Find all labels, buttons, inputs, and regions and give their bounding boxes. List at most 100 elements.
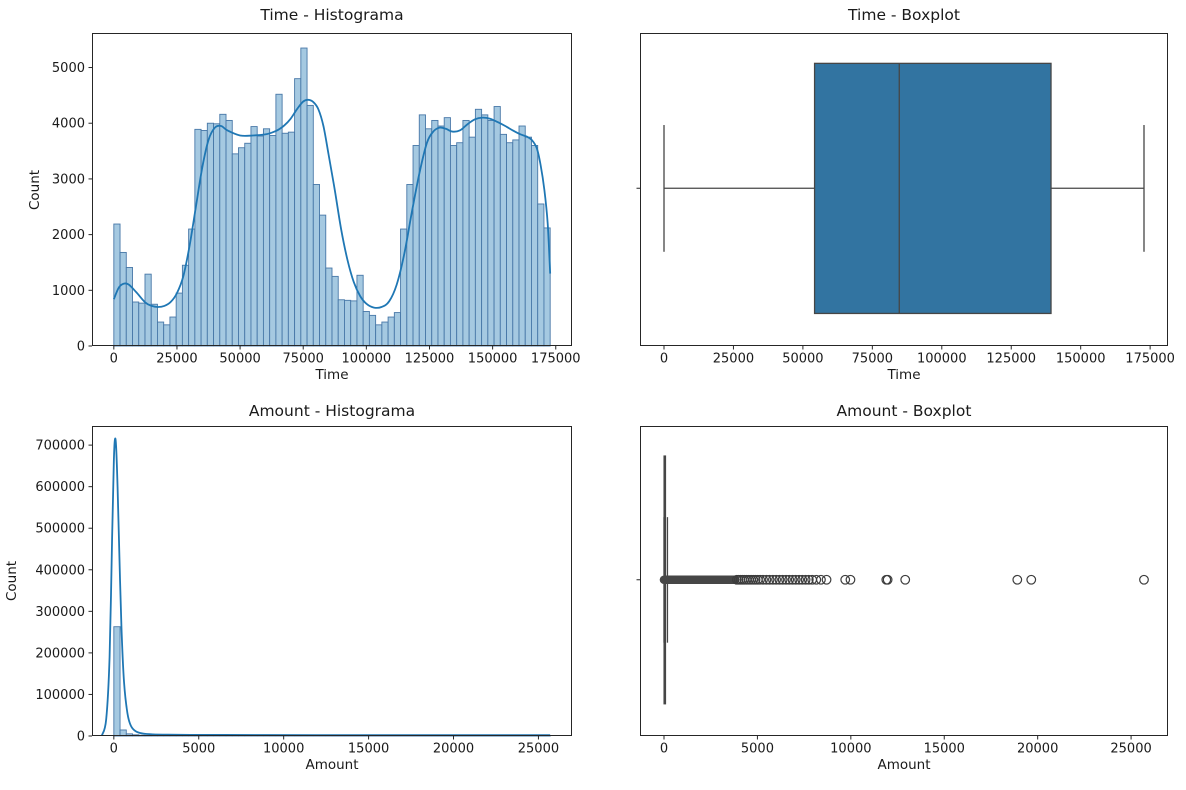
outlier-point (840, 574, 851, 585)
outlier-point (764, 574, 775, 585)
histogram-bar (350, 300, 358, 347)
amount-boxplot-svg: 0 5000 10000 15000 20000 25000 (636, 426, 1168, 757)
histogram-bar (306, 104, 314, 347)
histogram-bar (456, 142, 464, 347)
histogram-bar (250, 126, 258, 347)
subplot-time-histogram: Time - Histograma Count Time 0 25000 50000… (27, 6, 581, 383)
histogram-bar (244, 142, 252, 347)
outlier-point (755, 574, 765, 585)
y-tick-label: 300000 (35, 605, 85, 620)
x-tick-label: 25000 (713, 352, 754, 367)
axes-spines (640, 426, 1168, 736)
x-axis-label: Amount (305, 757, 359, 773)
outlier-point (845, 574, 856, 585)
kde-curve (101, 437, 551, 737)
histogram-bar (194, 128, 202, 347)
histogram-bar (356, 274, 364, 347)
histogram-bar (337, 299, 345, 347)
y-tick-label: 2000 (52, 228, 85, 243)
histogram-bar (462, 119, 470, 347)
histogram-bar (368, 314, 377, 347)
y-tick-label: 500000 (35, 522, 85, 537)
chart-title: Time - Histograma (260, 6, 404, 24)
y-tick-label: 3000 (52, 172, 85, 187)
histogram-bar (269, 135, 277, 347)
chart-title: Amount - Histograma (248, 402, 416, 420)
histogram-bar (387, 316, 395, 347)
chart-title: Amount - Boxplot (836, 402, 972, 420)
y-tick-label: 5000 (52, 61, 85, 76)
amount-histogram-plot-area: 0 5000 10000 15000 20000 25000 0 100000 200000 30… (35, 426, 572, 757)
x-tick-label: 20000 (433, 742, 474, 757)
x-axis-label: Amount (877, 757, 931, 773)
histogram-bar (425, 128, 433, 347)
y-tick-label: 200000 (35, 646, 85, 661)
axes-spines (92, 33, 572, 346)
y-tick-label: 600000 (35, 480, 85, 495)
histogram-bar (512, 139, 520, 347)
histogram-bar (468, 136, 476, 347)
outlier-point (900, 574, 911, 585)
histogram-bar (506, 142, 514, 347)
histogram-bar (325, 267, 333, 347)
x-tick-label: 10000 (263, 742, 304, 757)
outlier-point (1012, 574, 1023, 585)
time-boxplot-plot-area: 0 25000 50000 75000 100000 125000 150000 175000 (636, 33, 1175, 367)
outlier-point (768, 574, 778, 585)
histogram-bar (375, 324, 383, 347)
y-axis-ticks: 0 100000 200000 300000 400000 500000 600000 700… (35, 439, 92, 745)
histogram-bar (206, 122, 215, 347)
histogram-bar (262, 128, 271, 347)
histogram-bar (499, 133, 507, 347)
axes-spines (92, 426, 572, 736)
x-tick-label: 50000 (782, 352, 823, 367)
y-axis-label: Count (4, 560, 20, 602)
outlier-point (1139, 574, 1149, 585)
time-boxplot-svg: 0 25000 50000 75000 100000 125000 150000 175000 (636, 33, 1175, 367)
boxplot-glyph (663, 62, 1145, 315)
outlier-point (794, 574, 804, 585)
histogram-bar (113, 223, 121, 347)
histogram-bar (300, 47, 308, 347)
histogram-bar (319, 214, 327, 347)
histogram-bar (275, 93, 283, 347)
y-tick-label: 700000 (35, 439, 85, 454)
outlier-point (803, 574, 814, 585)
x-tick-label: 5000 (741, 742, 774, 757)
histogram-bar (225, 119, 233, 347)
x-tick-label: 100000 (917, 352, 967, 367)
x-tick-label: 125000 (405, 352, 455, 367)
histogram-bar (481, 114, 489, 347)
histogram-bar (256, 135, 264, 347)
x-tick-label: 0 (110, 352, 118, 367)
x-tick-label: 5000 (182, 742, 215, 757)
time-histogram-svg: 0 25000 50000 75000 100000 125000 150000 175000… (52, 33, 581, 367)
outlier-point (797, 574, 808, 585)
x-tick-label: 100000 (342, 352, 392, 367)
histogram-bar (231, 153, 239, 347)
histogram-bar (138, 302, 146, 347)
outlier-point (811, 574, 822, 585)
histogram-bar (393, 312, 402, 347)
outlier-point (784, 574, 795, 585)
histogram-bar (119, 251, 127, 347)
iqr-box (813, 62, 1052, 315)
histogram-bar (281, 132, 289, 347)
y-axis-label: Count (27, 169, 43, 210)
x-tick-label: 0 (660, 742, 668, 757)
histogram-bar (287, 131, 296, 347)
histogram-bars (113, 47, 551, 347)
outlier-point (777, 574, 788, 585)
x-axis-ticks: 0 25000 50000 75000 100000 125000 150000 175000 (110, 346, 581, 367)
x-axis-ticks: 0 25000 50000 75000 100000 125000 150000 175000 (660, 346, 1175, 367)
outlier-point (758, 574, 768, 585)
histogram-bar (524, 136, 532, 347)
y-tick-label: 4000 (52, 117, 85, 132)
x-axis-ticks: 0 5000 10000 15000 20000 25000 (660, 736, 1152, 757)
histogram-bar (431, 119, 439, 347)
x-tick-label: 25000 (518, 742, 559, 757)
outlier-point (821, 574, 832, 585)
x-tick-label: 25000 (1110, 742, 1151, 757)
kde-curve (112, 98, 552, 309)
